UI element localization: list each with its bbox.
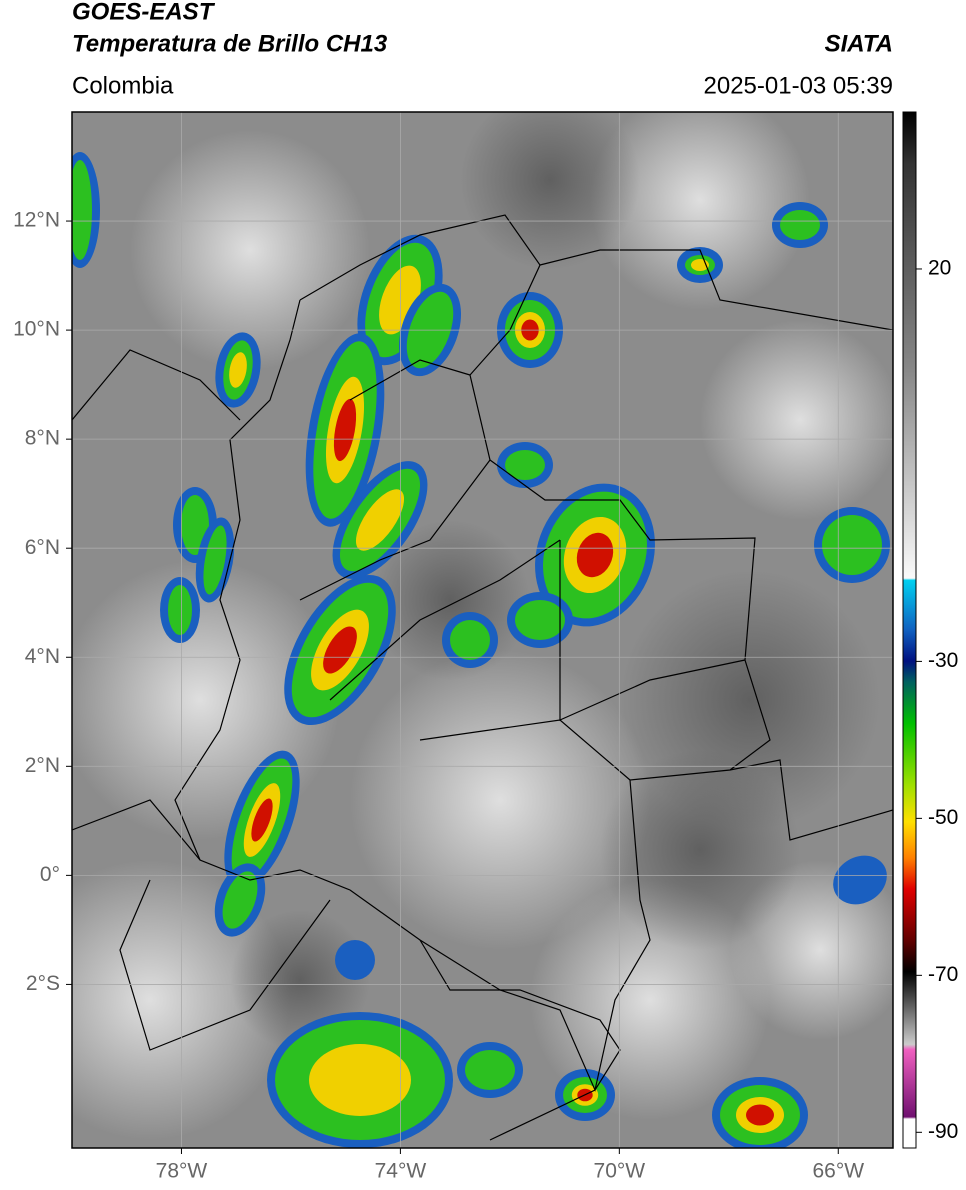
colorbar-tick-label: -70 (928, 963, 958, 986)
cloud-texture (590, 112, 810, 310)
map-area (72, 112, 893, 1148)
datetime: 2025-01-03 05:39 (704, 72, 894, 99)
subtitle: Temperatura de Brillo CH13 (72, 30, 388, 57)
y-tick-label: 0° (40, 863, 60, 886)
cloud-cell (203, 525, 227, 595)
border (72, 799, 201, 861)
cloud-core (323, 626, 357, 674)
border (329, 539, 561, 701)
source: SIATA (825, 30, 893, 57)
cloud-texture (700, 320, 893, 520)
cloud-texture (600, 750, 800, 950)
region: Colombia (72, 72, 174, 99)
cloud-cell (168, 585, 192, 635)
y-tick-label: 6°N (25, 536, 60, 559)
border (419, 939, 621, 1141)
border (419, 719, 631, 781)
y-tick-label: 8°N (25, 427, 60, 450)
colorbar (902, 111, 917, 1149)
cloud-halo (833, 855, 887, 905)
y-tick-label: 2°S (26, 972, 60, 995)
x-tick-label: 70°W (594, 1160, 646, 1183)
cloud-core (333, 398, 357, 462)
cloud-cell (822, 515, 882, 575)
y-tick-label: 4°N (25, 645, 60, 668)
x-tick-label: 74°W (375, 1160, 427, 1183)
map-frame (71, 111, 894, 1149)
y-tick-label: 12°N (13, 209, 60, 232)
colorbar-tick-label: -50 (928, 806, 958, 829)
cloud-cell (515, 600, 565, 640)
cloud-cell (780, 210, 820, 240)
cloud-core (576, 532, 614, 578)
colorbar-tick-label: -90 (928, 1120, 958, 1143)
cloud-core (229, 352, 247, 388)
cloud-cell (72, 160, 92, 260)
x-tick-label: 78°W (156, 1160, 208, 1183)
cloud-cell (465, 1050, 515, 1090)
border (72, 349, 241, 421)
cloud-core (309, 1044, 411, 1116)
border (729, 759, 893, 841)
cloud-cell (222, 871, 258, 929)
cloud-core (746, 1104, 774, 1126)
cloud-cell (450, 620, 490, 660)
y-tick-label: 10°N (13, 318, 60, 341)
border (299, 459, 491, 601)
cloud-core (355, 489, 405, 551)
cloud-texture (460, 112, 640, 270)
colorbar-tick-label: -30 (928, 649, 958, 672)
y-tick-label: 2°N (25, 754, 60, 777)
title: GOES-EAST (72, 0, 216, 25)
cloud-core (251, 798, 273, 842)
x-tick-label: 66°W (812, 1160, 864, 1183)
cloud-cell (505, 450, 545, 480)
colorbar-tick-label: 20 (928, 257, 951, 280)
border (539, 249, 893, 331)
cloud-halo (335, 940, 375, 980)
cloud-texture (130, 130, 370, 370)
border (119, 879, 331, 1051)
border (559, 540, 746, 721)
border (174, 214, 771, 1092)
border (349, 359, 471, 401)
